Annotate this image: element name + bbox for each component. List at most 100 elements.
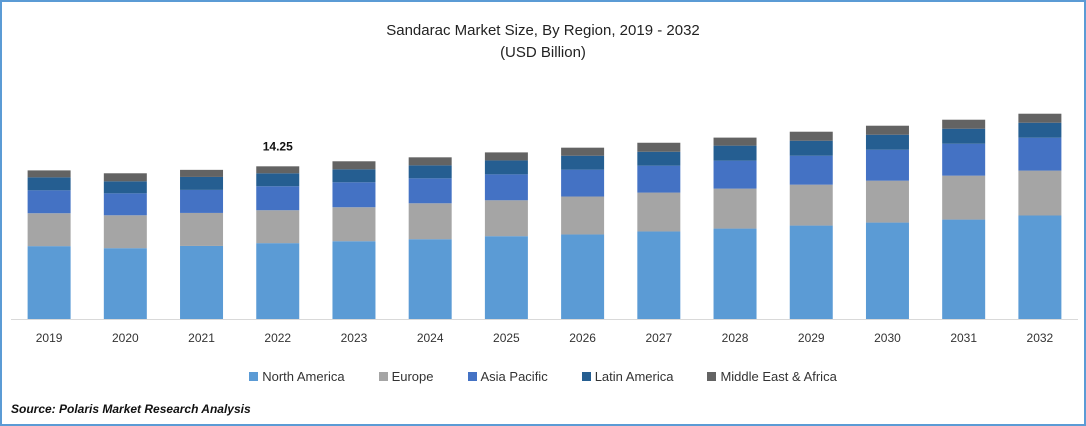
bar-segment-north-america-2028 (713, 228, 757, 319)
bar-segment-asia-pacific-2030 (865, 149, 909, 181)
bar-segment-asia-pacific-2028 (713, 160, 757, 189)
legend-label: Asia Pacific (480, 369, 548, 384)
bar-segment-north-america-2026 (561, 234, 605, 319)
bar-segment-asia-pacific-2026 (561, 169, 605, 197)
bar-segment-latin-america-2027 (637, 151, 681, 166)
bar-segment-europe-2030 (865, 180, 909, 223)
bar-segment-latin-america-2021 (180, 176, 224, 190)
bar-segment-asia-pacific-2032 (1018, 137, 1062, 171)
legend-swatch (707, 372, 717, 381)
legend-swatch (249, 372, 259, 381)
bar-segment-asia-pacific-2024 (408, 178, 452, 204)
legend-item: Middle East & Africa (707, 369, 837, 384)
bar-segment-europe-2019 (27, 213, 71, 247)
bar-segment-latin-america-2025 (484, 160, 528, 175)
bar-segment-north-america-2021 (180, 245, 224, 319)
bar-segment-north-america-2023 (332, 241, 376, 319)
bar-segment-middle-east-africa-2022 (256, 166, 300, 174)
bar-segment-europe-2024 (408, 203, 452, 240)
bar-segment-asia-pacific-2020 (103, 193, 147, 216)
legend-item: North America (249, 369, 345, 384)
bar-segment-latin-america-2030 (865, 134, 909, 150)
data-label: 14.25 (263, 139, 293, 153)
legend-item: Latin America (581, 369, 674, 384)
bar-segment-north-america-2024 (408, 239, 452, 319)
bar-segment-middle-east-africa-2029 (789, 131, 833, 141)
bar-segment-europe-2026 (561, 196, 605, 235)
x-tick-label: 2032 (1027, 331, 1054, 345)
bar-segment-asia-pacific-2031 (942, 143, 986, 176)
bar-segment-middle-east-africa-2023 (332, 161, 376, 170)
bar-segment-europe-2029 (789, 184, 833, 226)
legend-swatch (378, 372, 388, 381)
bar-segment-middle-east-africa-2024 (408, 157, 452, 166)
bar-segment-europe-2028 (713, 188, 757, 229)
legend-label: North America (262, 369, 345, 384)
bar-segment-middle-east-africa-2032 (1018, 113, 1062, 123)
bar-segment-north-america-2022 (256, 243, 300, 319)
bar-segment-latin-america-2022 (256, 173, 300, 187)
bar-segment-asia-pacific-2019 (27, 190, 71, 214)
x-tick-label: 2024 (417, 331, 444, 345)
bar-segment-europe-2031 (942, 175, 986, 220)
legend: North America Europe Asia Pacific Latin Ame… (0, 369, 1086, 384)
bar-segment-middle-east-africa-2028 (713, 137, 757, 146)
bar-segment-latin-america-2026 (561, 155, 605, 170)
bar-segment-asia-pacific-2025 (484, 174, 528, 201)
bar-segment-asia-pacific-2023 (332, 182, 376, 208)
bar-segment-europe-2020 (103, 215, 147, 249)
bar-segment-latin-america-2024 (408, 165, 452, 179)
bar-segment-asia-pacific-2021 (180, 189, 224, 213)
chart-title: Sandarac Market Size, By Region, 2019 - … (386, 22, 700, 39)
bar-segment-europe-2032 (1018, 170, 1062, 216)
bar-segment-latin-america-2020 (103, 181, 147, 194)
x-tick-label: 2028 (722, 331, 749, 345)
legend-label: Latin America (594, 369, 674, 384)
bar-segment-middle-east-africa-2031 (942, 119, 986, 129)
bar-segment-europe-2022 (256, 210, 300, 244)
x-tick-label: 2025 (493, 331, 520, 345)
bar-segment-north-america-2030 (865, 222, 909, 319)
x-tick-label: 2029 (798, 331, 825, 345)
bar-segment-latin-america-2029 (789, 140, 833, 156)
bar-segment-europe-2023 (332, 207, 376, 242)
x-tick-label: 2031 (950, 331, 977, 345)
bar-segment-north-america-2031 (942, 219, 986, 319)
x-tick-label: 2021 (188, 331, 215, 345)
x-tick-label: 2030 (874, 331, 901, 345)
x-tick-label: 2020 (112, 331, 139, 345)
bar-segment-latin-america-2031 (942, 128, 986, 144)
bar-segment-middle-east-africa-2026 (561, 147, 605, 156)
legend-swatch (581, 372, 591, 381)
bar-segment-europe-2025 (484, 200, 528, 237)
bar-segment-latin-america-2019 (27, 177, 71, 191)
chart-subtitle: (USD Billion) (500, 44, 586, 61)
x-tick-label: 2019 (36, 331, 63, 345)
legend-label: Europe (391, 369, 434, 384)
bar-segment-asia-pacific-2022 (256, 186, 300, 211)
bar-segment-north-america-2029 (789, 225, 833, 319)
bar-segment-middle-east-africa-2021 (180, 169, 224, 177)
source-note: Source: Polaris Market Research Analysis (11, 402, 251, 416)
bar-segment-north-america-2032 (1018, 215, 1062, 319)
bar-segment-middle-east-africa-2030 (865, 125, 909, 135)
legend-label: Middle East & Africa (720, 369, 837, 384)
x-tick-label: 2022 (264, 331, 291, 345)
bar-segment-middle-east-africa-2025 (484, 152, 528, 161)
x-tick-label: 2023 (341, 331, 368, 345)
bar-segment-middle-east-africa-2027 (637, 142, 681, 152)
bar-segment-middle-east-africa-2020 (103, 173, 147, 182)
bar-segment-europe-2021 (180, 212, 224, 246)
x-tick-label: 2026 (569, 331, 596, 345)
legend-item: Europe (378, 369, 434, 384)
bar-segment-north-america-2019 (27, 246, 71, 319)
bar-segment-north-america-2027 (637, 231, 681, 319)
legend-swatch (467, 372, 477, 381)
bar-segment-middle-east-africa-2019 (27, 170, 71, 178)
bar-segment-asia-pacific-2029 (789, 155, 833, 185)
legend-item: Asia Pacific (467, 369, 548, 384)
bar-segment-asia-pacific-2027 (637, 165, 681, 193)
x-tick-label: 2027 (645, 331, 672, 345)
bar-segment-latin-america-2028 (713, 145, 757, 161)
